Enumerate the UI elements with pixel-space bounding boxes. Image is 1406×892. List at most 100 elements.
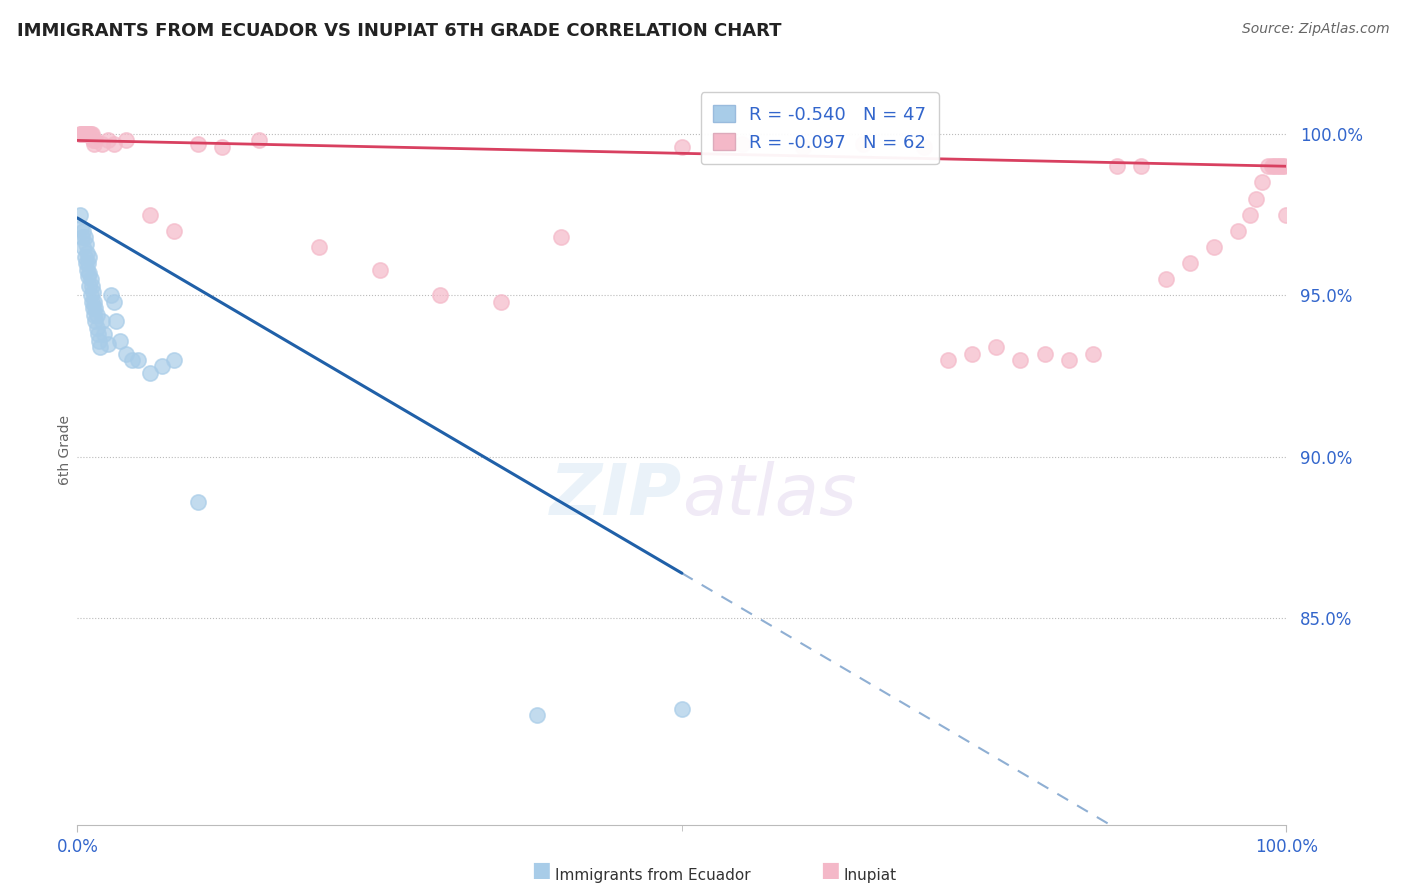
Point — [76, 127, 98, 141]
Point — [1202, 240, 1225, 254]
Point — [87, 327, 110, 342]
Point — [1261, 159, 1284, 173]
Point — [79, 278, 101, 293]
Point — [526, 708, 548, 723]
Point — [83, 136, 105, 151]
Point — [1154, 272, 1177, 286]
Point — [82, 301, 104, 316]
Point — [1271, 159, 1294, 173]
Point — [96, 133, 118, 147]
Point — [103, 294, 125, 309]
Point — [550, 230, 572, 244]
Point — [82, 285, 104, 300]
Point — [86, 308, 108, 322]
Point — [77, 256, 100, 270]
Point — [73, 250, 96, 264]
Point — [1246, 192, 1268, 206]
Point — [90, 314, 112, 328]
Point — [1272, 159, 1295, 173]
Point — [247, 133, 270, 147]
Point — [1265, 159, 1288, 173]
Point — [79, 288, 101, 302]
Point — [72, 127, 94, 141]
Point — [1010, 353, 1032, 368]
Point — [1275, 208, 1298, 222]
Point — [1257, 159, 1279, 173]
Point — [139, 208, 162, 222]
Point — [79, 127, 101, 141]
Point — [489, 294, 512, 309]
Point — [76, 246, 98, 260]
Point — [368, 262, 391, 277]
Point — [1239, 208, 1261, 222]
Text: ZIP: ZIP — [550, 461, 682, 530]
Point — [80, 278, 103, 293]
Point — [1263, 159, 1285, 173]
Point — [90, 136, 112, 151]
Point — [671, 140, 693, 154]
Point — [1130, 159, 1153, 173]
Text: Inupiat: Inupiat — [844, 869, 897, 883]
Point — [114, 346, 136, 360]
Point — [105, 314, 128, 328]
Point — [86, 320, 108, 334]
Point — [1268, 159, 1291, 173]
Point — [69, 127, 91, 141]
Point — [70, 220, 93, 235]
Text: ■: ■ — [531, 860, 551, 880]
Point — [1227, 224, 1250, 238]
Point — [731, 136, 754, 151]
Point — [75, 256, 97, 270]
Point — [77, 268, 100, 283]
Point — [150, 359, 173, 374]
Point — [73, 230, 96, 244]
Point — [79, 127, 101, 141]
Point — [73, 127, 96, 141]
Point — [671, 702, 693, 716]
Point — [103, 136, 125, 151]
Point — [87, 334, 110, 348]
Point — [1081, 346, 1104, 360]
Point — [114, 133, 136, 147]
Point — [163, 224, 186, 238]
Point — [187, 136, 209, 151]
Point — [852, 136, 875, 151]
Text: IMMIGRANTS FROM ECUADOR VS INUPIAT 6TH GRADE CORRELATION CHART: IMMIGRANTS FROM ECUADOR VS INUPIAT 6TH G… — [17, 22, 782, 40]
Point — [70, 230, 93, 244]
Point — [84, 314, 107, 328]
Point — [429, 288, 451, 302]
Point — [79, 250, 101, 264]
Point — [93, 327, 115, 342]
Point — [72, 127, 94, 141]
Point — [80, 127, 103, 141]
Point — [72, 224, 94, 238]
Point — [83, 294, 105, 309]
Text: Immigrants from Ecuador: Immigrants from Ecuador — [555, 869, 751, 883]
Point — [792, 140, 814, 154]
Point — [69, 208, 91, 222]
Point — [70, 127, 93, 141]
Point — [308, 240, 330, 254]
Point — [72, 240, 94, 254]
Point — [100, 288, 122, 302]
Point — [75, 127, 97, 141]
Point — [96, 337, 118, 351]
Point — [912, 140, 935, 154]
Point — [1057, 353, 1080, 368]
Point — [79, 127, 101, 141]
Point — [75, 236, 97, 251]
Point — [83, 308, 105, 322]
Point — [79, 272, 101, 286]
Text: ■: ■ — [820, 860, 839, 880]
Point — [139, 366, 162, 380]
Point — [211, 140, 233, 154]
Point — [163, 353, 186, 368]
Text: Source: ZipAtlas.com: Source: ZipAtlas.com — [1241, 22, 1389, 37]
Point — [121, 353, 143, 368]
Y-axis label: 6th Grade: 6th Grade — [58, 416, 72, 485]
Point — [84, 301, 107, 316]
Point — [108, 334, 131, 348]
Point — [73, 127, 96, 141]
Point — [75, 127, 97, 141]
Point — [986, 340, 1008, 354]
